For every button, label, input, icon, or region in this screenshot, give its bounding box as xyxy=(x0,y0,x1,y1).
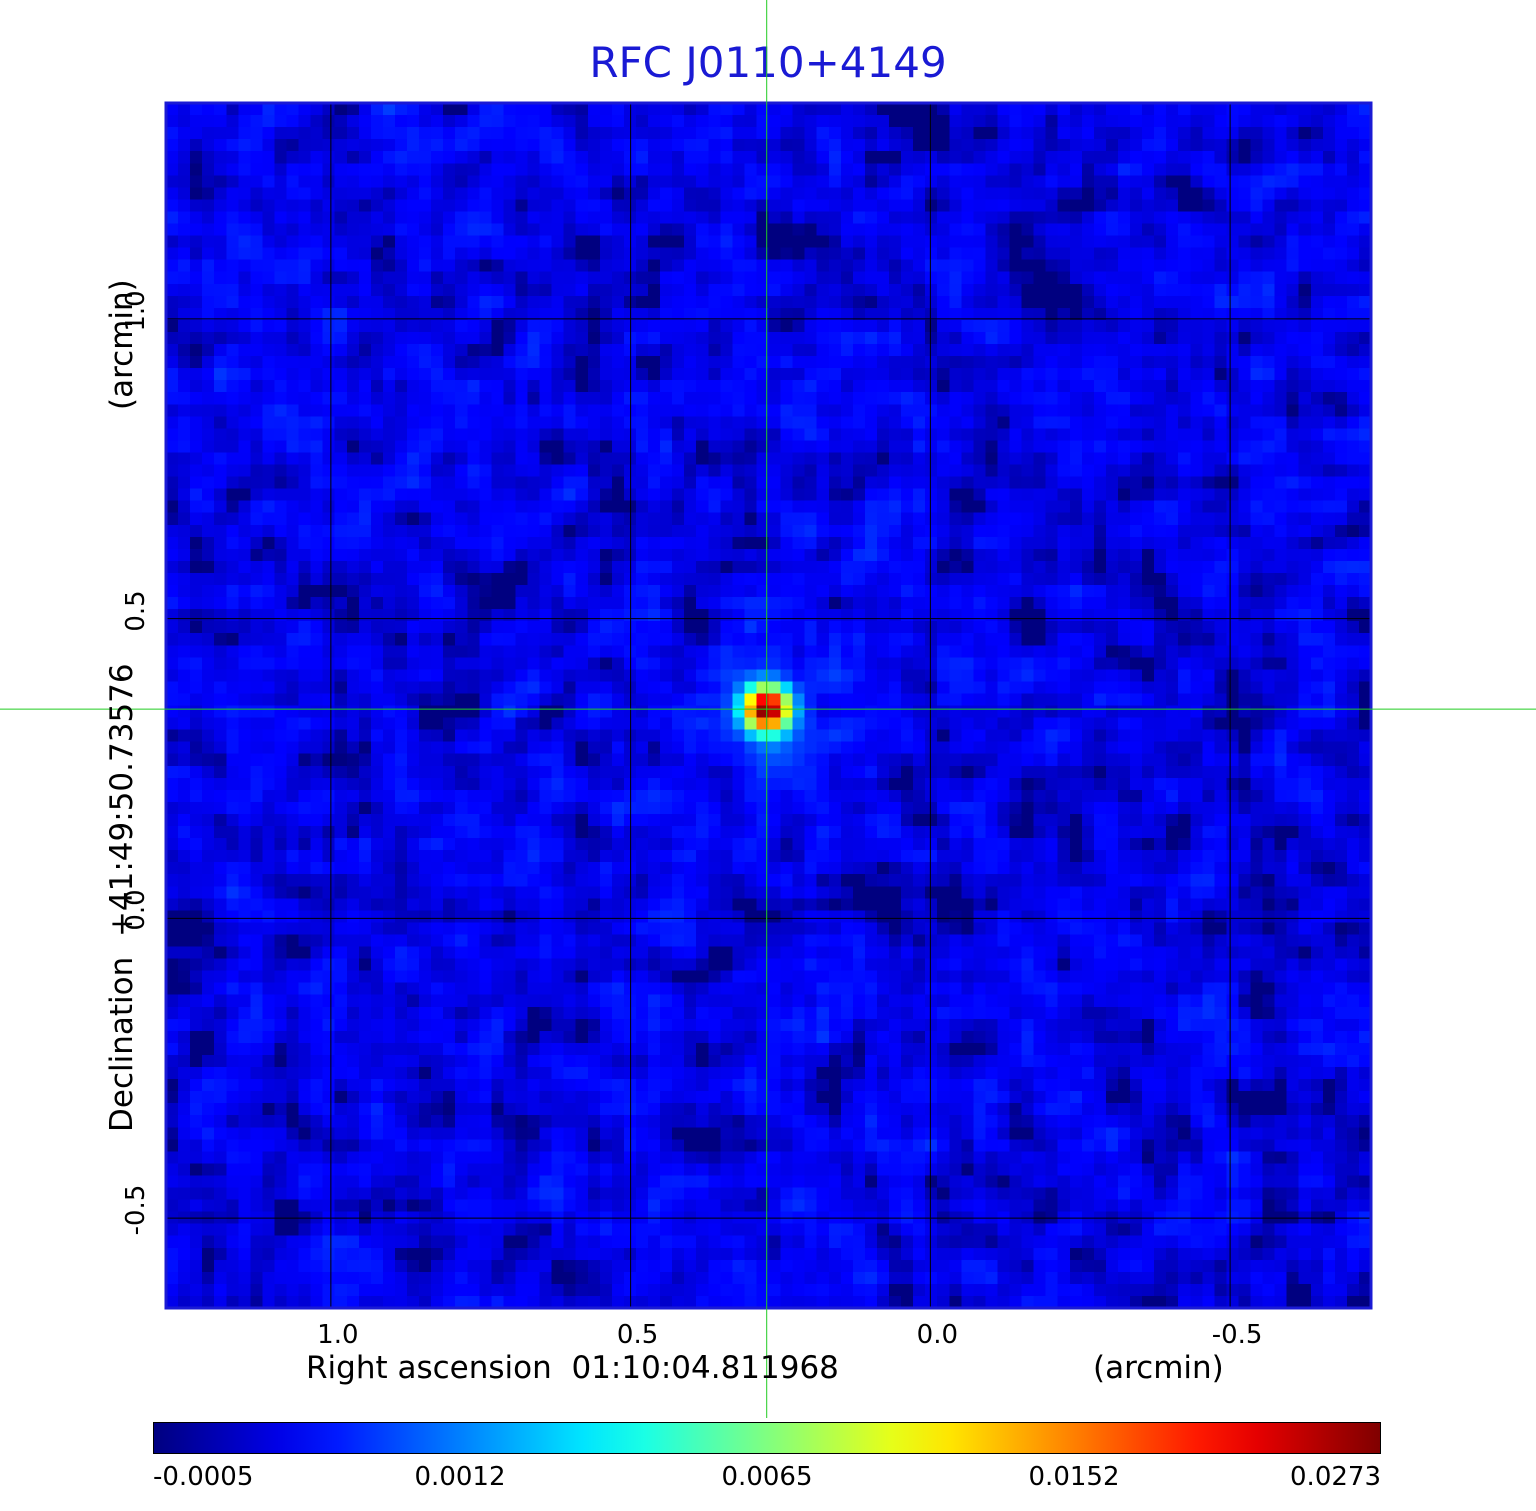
x-axis-unit: (arcmin) xyxy=(1093,1350,1224,1386)
x-tick-label: 0.5 xyxy=(616,1320,659,1350)
colorbar-label: -0.0005 xyxy=(153,1462,254,1492)
y-tick-label: -0.5 xyxy=(121,1184,151,1236)
plot-frame xyxy=(164,101,1373,1310)
colorbar-label: 0.0065 xyxy=(721,1462,813,1492)
colorbar-label: 0.0152 xyxy=(1028,1462,1120,1492)
heatmap-image xyxy=(166,103,1371,1308)
colorbar-label: 0.0012 xyxy=(414,1462,506,1492)
x-tick-label: -0.5 xyxy=(1211,1320,1263,1350)
y-tick-label: 0.5 xyxy=(121,589,151,632)
y-axis-unit: (arcmin) xyxy=(104,279,140,410)
x-tick-label: 0.0 xyxy=(916,1320,959,1350)
y-axis-label: Declination +41:49:50.73576 xyxy=(104,663,140,1132)
colorbar xyxy=(153,1422,1381,1454)
x-axis-label: Right ascension 01:10:04.811968 xyxy=(306,1350,839,1386)
colorbar-label: 0.0273 xyxy=(1290,1462,1381,1492)
chart-title: RFC J0110+4149 xyxy=(589,38,947,87)
x-tick-label: 1.0 xyxy=(317,1320,359,1350)
